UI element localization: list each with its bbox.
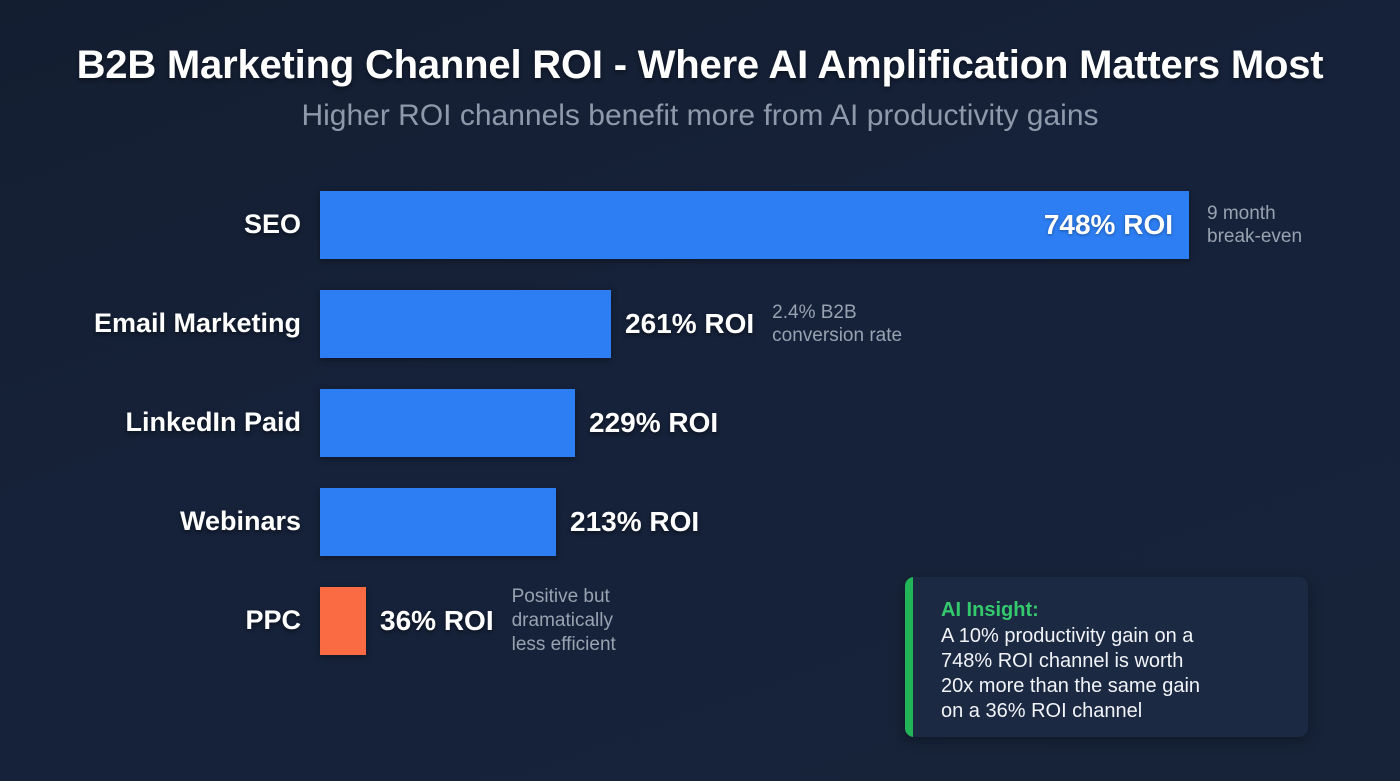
bar-webinars[interactable] — [320, 487, 556, 556]
category-label: Webinars — [179, 506, 301, 536]
bar-row: LinkedIn Paid 229% ROI — [0, 373, 1400, 472]
bar-email-marketing[interactable] — [320, 289, 611, 358]
bar-annotation: 9 month break-even — [1207, 202, 1303, 247]
ai-insight-heading: AI Insight: — [941, 599, 1039, 621]
bar-row: Webinars 213% ROI — [0, 472, 1400, 571]
page-subtitle: Higher ROI channels benefit more from AI… — [301, 99, 1099, 132]
ai-insight-card: AI Insight: A 10% productivity gain on a… — [905, 577, 1308, 737]
bar-value-label: 229% ROI — [589, 406, 719, 438]
bar-linkedin-paid[interactable] — [320, 388, 575, 457]
bar-chart-plot: SEO 748% ROI 9 month break-even Email Ma… — [0, 175, 1400, 670]
accent-bar — [905, 577, 913, 737]
category-label: Email Marketing — [93, 308, 301, 338]
bar-track: 261% ROI 2.4% B2B conversion rate — [320, 289, 1400, 358]
bar-track: 213% ROI — [320, 487, 1400, 556]
bar-value-label: 213% ROI — [570, 505, 700, 537]
bar-track: 36% ROI Positive but dramatically less e… — [320, 585, 1400, 655]
category-label: SEO — [243, 209, 301, 239]
bar-seo[interactable]: 748% ROI — [320, 190, 1189, 259]
category-label: LinkedIn Paid — [125, 407, 301, 437]
bar-value-label: 748% ROI — [1043, 208, 1173, 240]
bar-annotation: Positive but dramatically less efficient — [511, 585, 616, 655]
bar-row: PPC 36% ROI Positive but dramatically le… — [0, 571, 1400, 670]
bar-track: 229% ROI — [320, 388, 1400, 457]
bar-row: SEO 748% ROI 9 month break-even — [0, 175, 1400, 274]
bar-ppc[interactable] — [320, 586, 366, 655]
bar-value-label: 261% ROI — [625, 307, 755, 339]
ai-insight-body: AI Insight: A 10% productivity gain on a… — [941, 597, 1294, 724]
bar-row: Email Marketing 261% ROI 2.4% B2B conver… — [0, 274, 1400, 373]
ai-insight-text: A 10% productivity gain on a 748% ROI ch… — [941, 625, 1201, 722]
page-title: B2B Marketing Channel ROI - Where AI Amp… — [76, 43, 1324, 87]
category-label: PPC — [245, 605, 301, 635]
bar-annotation: 2.4% B2B conversion rate — [772, 301, 903, 346]
bar-track: 748% ROI 9 month break-even — [320, 190, 1400, 259]
bar-value-label: 36% ROI — [380, 604, 494, 636]
chart-header: B2B Marketing Channel ROI - Where AI Amp… — [0, 38, 1400, 136]
